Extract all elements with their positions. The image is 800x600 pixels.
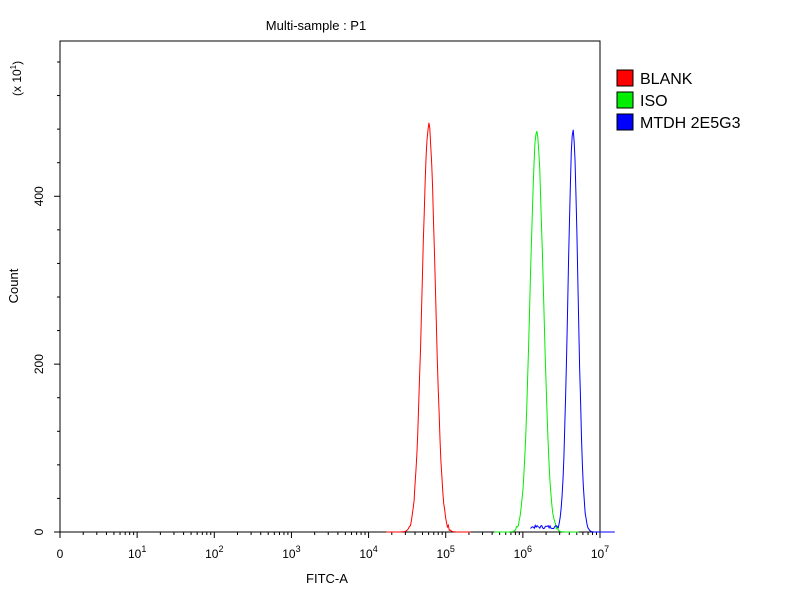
x-tick-label: 107	[591, 544, 609, 561]
y-scale-close: )	[10, 61, 24, 65]
legend-swatch	[616, 69, 634, 87]
y-axis: 0 200 400	[32, 61, 60, 535]
y-tick-label: 200	[32, 354, 46, 374]
x-tick-label: 104	[359, 544, 377, 561]
x-tick-label: 101	[128, 544, 146, 561]
y-scale-prefix: (x 10	[10, 69, 24, 96]
series-line	[386, 122, 471, 533]
x-tick-label: 102	[205, 544, 223, 561]
legend-swatch	[616, 91, 634, 109]
x-axis-label: FITC-A	[306, 571, 348, 586]
series-line	[530, 129, 615, 533]
legend-label: BLANK	[640, 71, 693, 88]
x-axis: 0 101 102 103 104 105 106 107	[57, 532, 609, 561]
series-layer	[386, 122, 615, 533]
legend-label: ISO	[640, 93, 668, 110]
legend: BLANK ISO MTDH 2E5G3	[616, 69, 741, 132]
chart-title: Multi-sample : P1	[266, 18, 366, 33]
x-tick-label: 105	[437, 544, 455, 561]
y-scale-label: (x 101)	[9, 61, 24, 96]
legend-label: MTDH 2E5G3	[640, 115, 741, 132]
legend-swatch	[616, 113, 634, 131]
x-tick-label: 103	[282, 544, 300, 561]
x-tick-label: 106	[514, 544, 532, 561]
x-tick-label: 0	[57, 547, 64, 561]
y-tick-label: 400	[32, 186, 46, 206]
y-tick-label: 0	[32, 528, 46, 535]
svg-text:(x 101): (x 101)	[9, 61, 24, 96]
series-line	[494, 131, 579, 533]
plot-frame	[59, 40, 601, 533]
y-axis-label: Count	[6, 268, 21, 303]
y-scale-exponent: 1	[9, 64, 18, 69]
